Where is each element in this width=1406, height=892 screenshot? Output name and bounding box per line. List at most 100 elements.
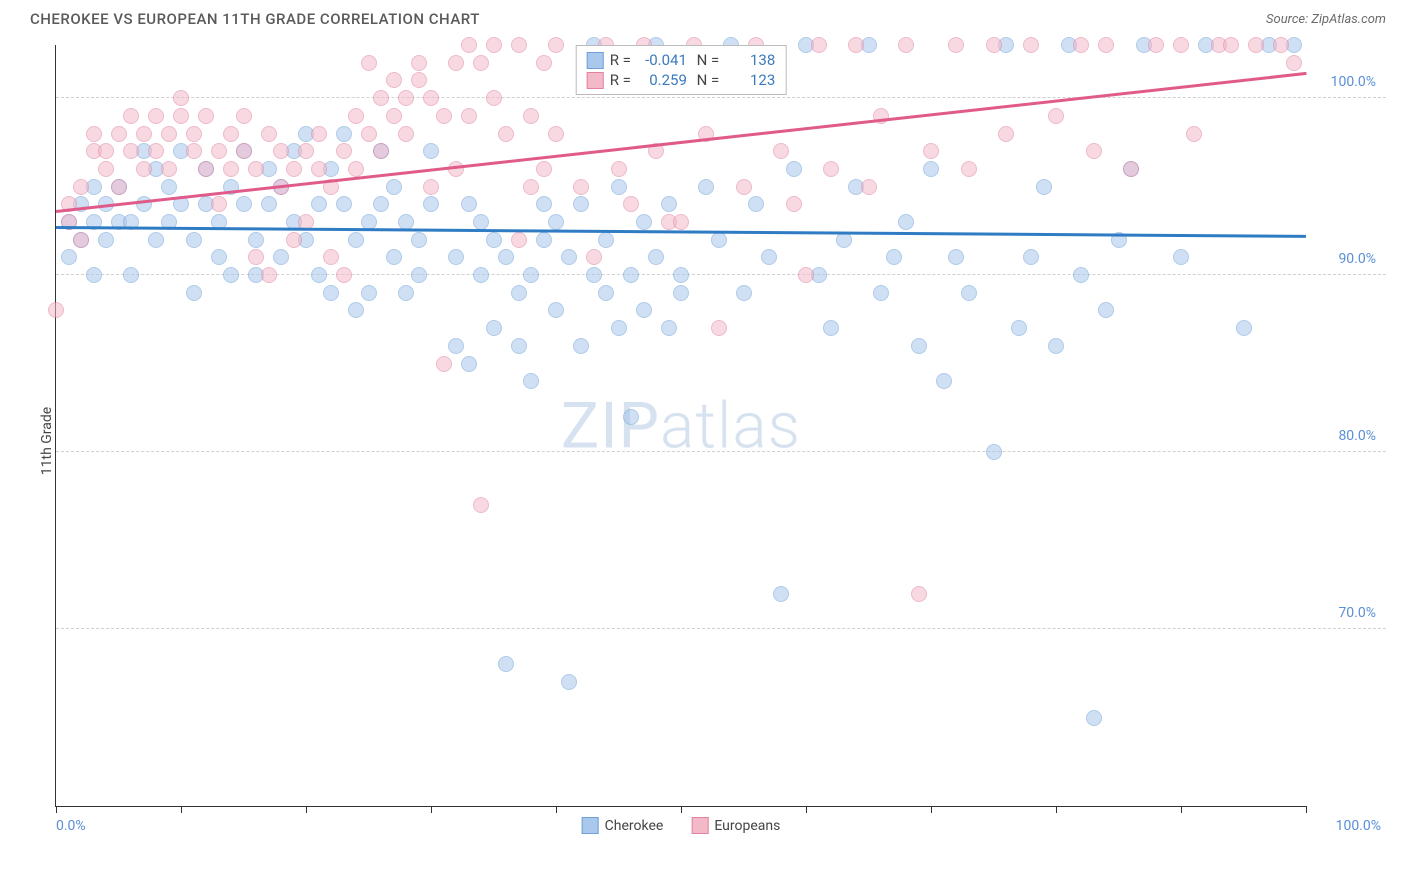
stat-r-label: R = — [610, 71, 631, 89]
data-point — [786, 196, 802, 212]
data-point — [198, 108, 214, 124]
y-axis-title: 11th Grade — [39, 407, 55, 475]
x-tick — [556, 806, 557, 813]
legend-stat-row: R =0.259 N =123 — [587, 70, 776, 90]
data-point — [411, 72, 427, 88]
data-point — [548, 37, 564, 53]
data-point — [123, 108, 139, 124]
data-point — [823, 320, 839, 336]
data-point — [373, 143, 389, 159]
data-point — [511, 338, 527, 354]
data-point — [136, 126, 152, 142]
data-point — [161, 126, 177, 142]
y-tick-label: 90.0% — [1316, 251, 1376, 267]
data-point — [536, 196, 552, 212]
data-point — [273, 249, 289, 265]
data-point — [261, 267, 277, 283]
data-point — [448, 249, 464, 265]
data-point — [286, 232, 302, 248]
x-tick — [1306, 806, 1307, 813]
data-point — [486, 320, 502, 336]
data-point — [1098, 37, 1114, 53]
gridline — [56, 451, 1386, 452]
data-point — [373, 90, 389, 106]
legend-stats-box: R =-0.041 N =138R =0.259 N =123 — [576, 45, 787, 95]
x-tick — [681, 806, 682, 813]
data-point — [823, 161, 839, 177]
legend-series: CherokeeEuropeans — [582, 817, 781, 834]
data-point — [986, 444, 1002, 460]
data-point — [536, 55, 552, 71]
data-point — [211, 249, 227, 265]
data-point — [511, 232, 527, 248]
data-point — [1086, 143, 1102, 159]
data-point — [811, 37, 827, 53]
legend-swatch — [582, 817, 599, 834]
data-point — [386, 72, 402, 88]
x-tick — [56, 806, 57, 813]
data-point — [1073, 37, 1089, 53]
data-point — [861, 179, 877, 195]
data-point — [73, 232, 89, 248]
data-point — [673, 214, 689, 230]
data-point — [923, 161, 939, 177]
data-point — [661, 320, 677, 336]
data-point — [611, 161, 627, 177]
data-point — [411, 232, 427, 248]
data-point — [461, 356, 477, 372]
data-point — [473, 497, 489, 513]
data-point — [1273, 37, 1289, 53]
data-point — [323, 285, 339, 301]
data-point — [111, 126, 127, 142]
data-point — [336, 126, 352, 142]
data-point — [236, 108, 252, 124]
legend-swatch — [587, 72, 604, 89]
legend-series-label: Cherokee — [605, 818, 664, 834]
data-point — [161, 179, 177, 195]
data-point — [648, 249, 664, 265]
y-tick-label: 80.0% — [1316, 428, 1376, 444]
data-point — [986, 37, 1002, 53]
data-point — [86, 267, 102, 283]
data-point — [348, 161, 364, 177]
data-point — [273, 143, 289, 159]
data-point — [673, 285, 689, 301]
data-point — [998, 126, 1014, 142]
data-point — [398, 285, 414, 301]
data-point — [461, 37, 477, 53]
data-point — [361, 126, 377, 142]
legend-swatch — [691, 817, 708, 834]
x-tick — [431, 806, 432, 813]
data-point — [573, 338, 589, 354]
data-point — [586, 249, 602, 265]
data-point — [1011, 320, 1027, 336]
data-point — [261, 196, 277, 212]
data-point — [386, 108, 402, 124]
data-point — [1173, 37, 1189, 53]
data-point — [1036, 179, 1052, 195]
data-point — [423, 196, 439, 212]
data-point — [436, 108, 452, 124]
stat-n-label: N = — [693, 51, 719, 69]
data-point — [61, 249, 77, 265]
data-point — [373, 196, 389, 212]
data-point — [561, 249, 577, 265]
data-point — [548, 302, 564, 318]
data-point — [348, 232, 364, 248]
data-point — [886, 249, 902, 265]
data-point — [1186, 126, 1202, 142]
data-point — [598, 285, 614, 301]
data-point — [661, 196, 677, 212]
legend-series-item: Cherokee — [582, 817, 664, 834]
data-point — [211, 143, 227, 159]
data-point — [211, 196, 227, 212]
data-point — [186, 285, 202, 301]
data-point — [148, 232, 164, 248]
data-point — [461, 108, 477, 124]
data-point — [473, 55, 489, 71]
data-point — [1073, 267, 1089, 283]
data-point — [598, 232, 614, 248]
data-point — [948, 37, 964, 53]
stat-n-label: N = — [693, 71, 719, 89]
data-point — [948, 249, 964, 265]
